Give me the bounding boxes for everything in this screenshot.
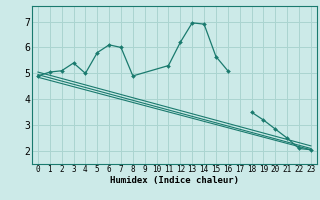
X-axis label: Humidex (Indice chaleur): Humidex (Indice chaleur) — [110, 176, 239, 185]
